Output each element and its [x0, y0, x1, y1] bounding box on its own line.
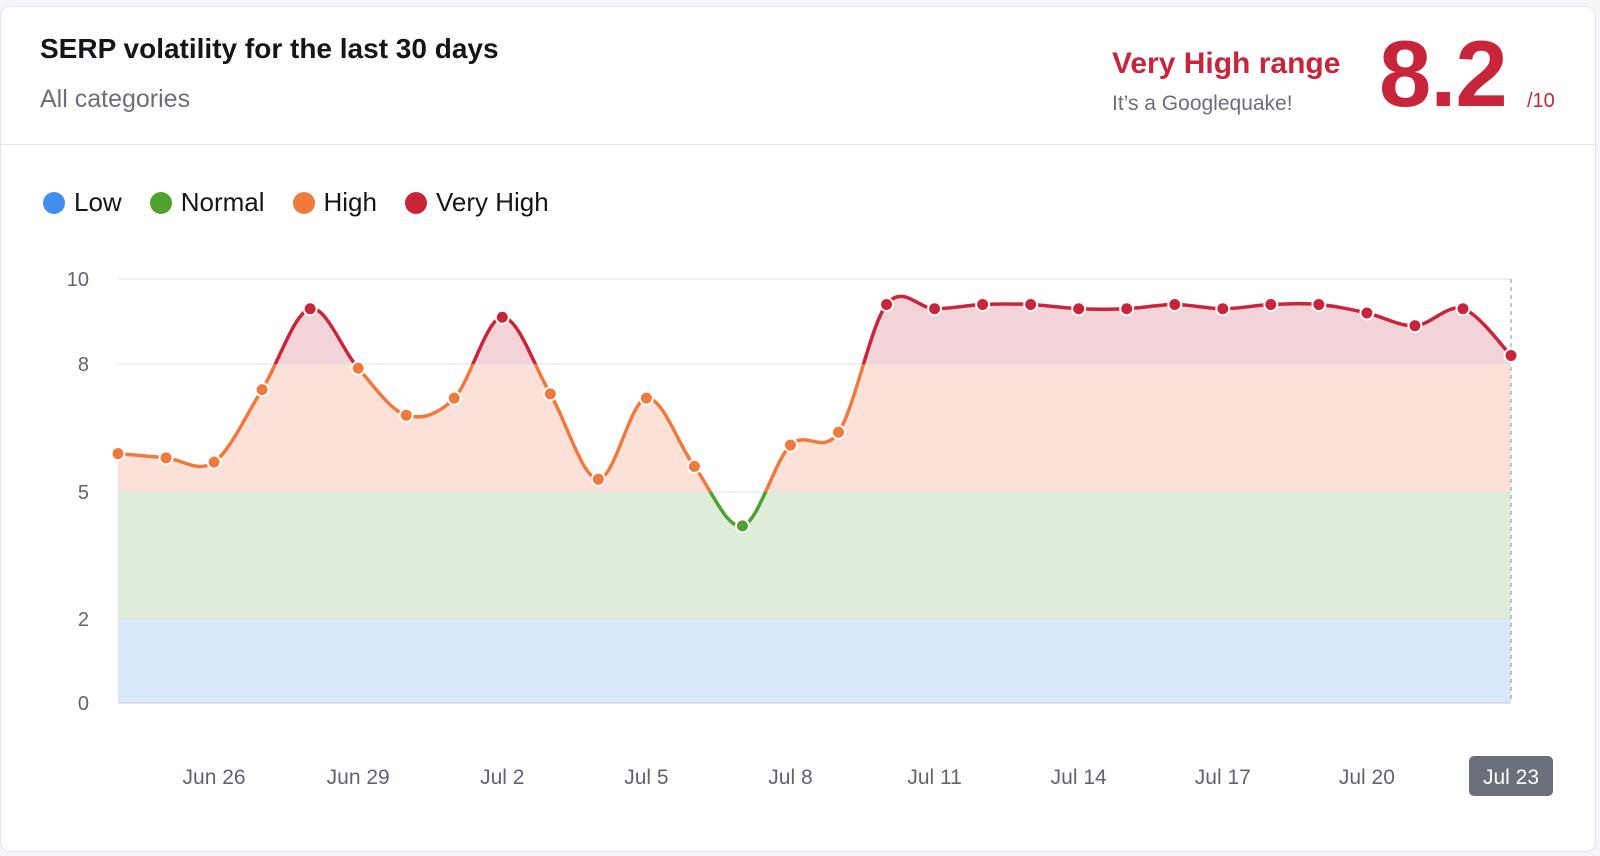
card-title: SERP volatility for the last 30 days: [40, 33, 499, 64]
data-point[interactable]: [590, 471, 606, 487]
x-tick-label: Jul 20: [1339, 766, 1395, 789]
legend-label-normal: Normal: [180, 187, 265, 217]
score-max: /10: [1527, 90, 1555, 112]
volatility-card: SERP volatility for the last 30 days All…: [0, 6, 1596, 852]
legend-dot-low: [43, 191, 65, 214]
data-point[interactable]: [398, 407, 414, 423]
band-low: [118, 619, 1511, 703]
volatility-chart[interactable]: 0 2 5 8 10 Jun 26 Jun 29 Jul 2 Jul 5 Jul 8 Jul 11 J…: [1, 7, 1596, 852]
legend-dot-very-high: [404, 191, 427, 214]
x-tick-label: Jul 8: [768, 766, 812, 789]
data-point[interactable]: [831, 424, 847, 440]
data-point[interactable]: [350, 360, 366, 376]
data-point[interactable]: [686, 458, 702, 474]
legend-label-low: Low: [74, 187, 122, 217]
data-point[interactable]: [1455, 301, 1471, 317]
data-point[interactable]: [1167, 297, 1183, 312]
category-selector[interactable]: All categories: [40, 85, 191, 113]
data-point[interactable]: [782, 437, 798, 453]
data-point[interactable]: [158, 450, 174, 466]
data-point[interactable]: [1503, 348, 1519, 363]
data-point[interactable]: [879, 297, 895, 312]
x-tick-label: Jul 2: [480, 766, 524, 789]
data-point[interactable]: [927, 301, 943, 317]
card-header: SERP volatility for the last 30 days All…: [1, 7, 1595, 145]
x-tick-label: Jul 17: [1195, 766, 1251, 789]
legend-item-low[interactable]: Low: [43, 187, 122, 218]
series-line-high: [117, 364, 866, 492]
y-tick-label: 2: [78, 609, 89, 631]
data-point[interactable]: [638, 390, 654, 406]
x-tick-label: Jun 29: [327, 766, 390, 789]
y-tick-label: 5: [78, 482, 89, 504]
data-point[interactable]: [110, 446, 126, 462]
data-point[interactable]: [542, 386, 558, 402]
data-point[interactable]: [494, 309, 510, 325]
legend-label-high: High: [323, 187, 377, 217]
data-point[interactable]: [1407, 318, 1423, 334]
x-tick-label: Jul 5: [624, 766, 668, 789]
data-point[interactable]: [1263, 297, 1279, 312]
legend-item-high[interactable]: High: [292, 187, 377, 218]
data-point[interactable]: [1311, 297, 1327, 312]
range-description: It’s a Googlequake!: [1112, 92, 1293, 115]
x-tick-label: Jul 14: [1051, 766, 1107, 789]
legend-item-normal[interactable]: Normal: [149, 187, 265, 218]
data-point[interactable]: [1215, 301, 1231, 317]
volatility-score: 8.2: [1379, 21, 1508, 126]
x-tick-highlight-badge: [1469, 756, 1553, 796]
x-tick-label: Jul 11: [907, 766, 961, 789]
data-point[interactable]: [1023, 297, 1039, 312]
legend-item-very-high[interactable]: Very High: [404, 187, 549, 218]
data-point[interactable]: [975, 297, 991, 312]
data-point[interactable]: [302, 301, 318, 317]
x-tick-label: Jun 26: [183, 766, 246, 789]
data-point[interactable]: [254, 382, 270, 398]
y-tick-label: 8: [78, 354, 89, 376]
range-label: Very High range: [1112, 47, 1341, 80]
data-point[interactable]: [446, 390, 462, 406]
band-fills: [118, 296, 1511, 703]
data-point[interactable]: [1119, 301, 1135, 317]
legend-dot-normal: [149, 191, 172, 214]
data-point[interactable]: [206, 454, 222, 470]
x-tick-label: Jul 23: [1483, 766, 1539, 789]
band-normal: [118, 492, 1511, 619]
y-tick-label: 10: [67, 269, 89, 291]
legend-label-very-high: Very High: [435, 187, 549, 217]
legend-dot-high: [292, 191, 315, 214]
data-point[interactable]: [1359, 305, 1375, 321]
chart-legend: Low Normal High Very High: [43, 187, 577, 218]
band-high: [118, 364, 1511, 492]
data-point[interactable]: [734, 518, 750, 534]
y-tick-label: 0: [78, 693, 89, 715]
series-line-very-high: [273, 294, 1513, 364]
data-point[interactable]: [1071, 301, 1087, 317]
